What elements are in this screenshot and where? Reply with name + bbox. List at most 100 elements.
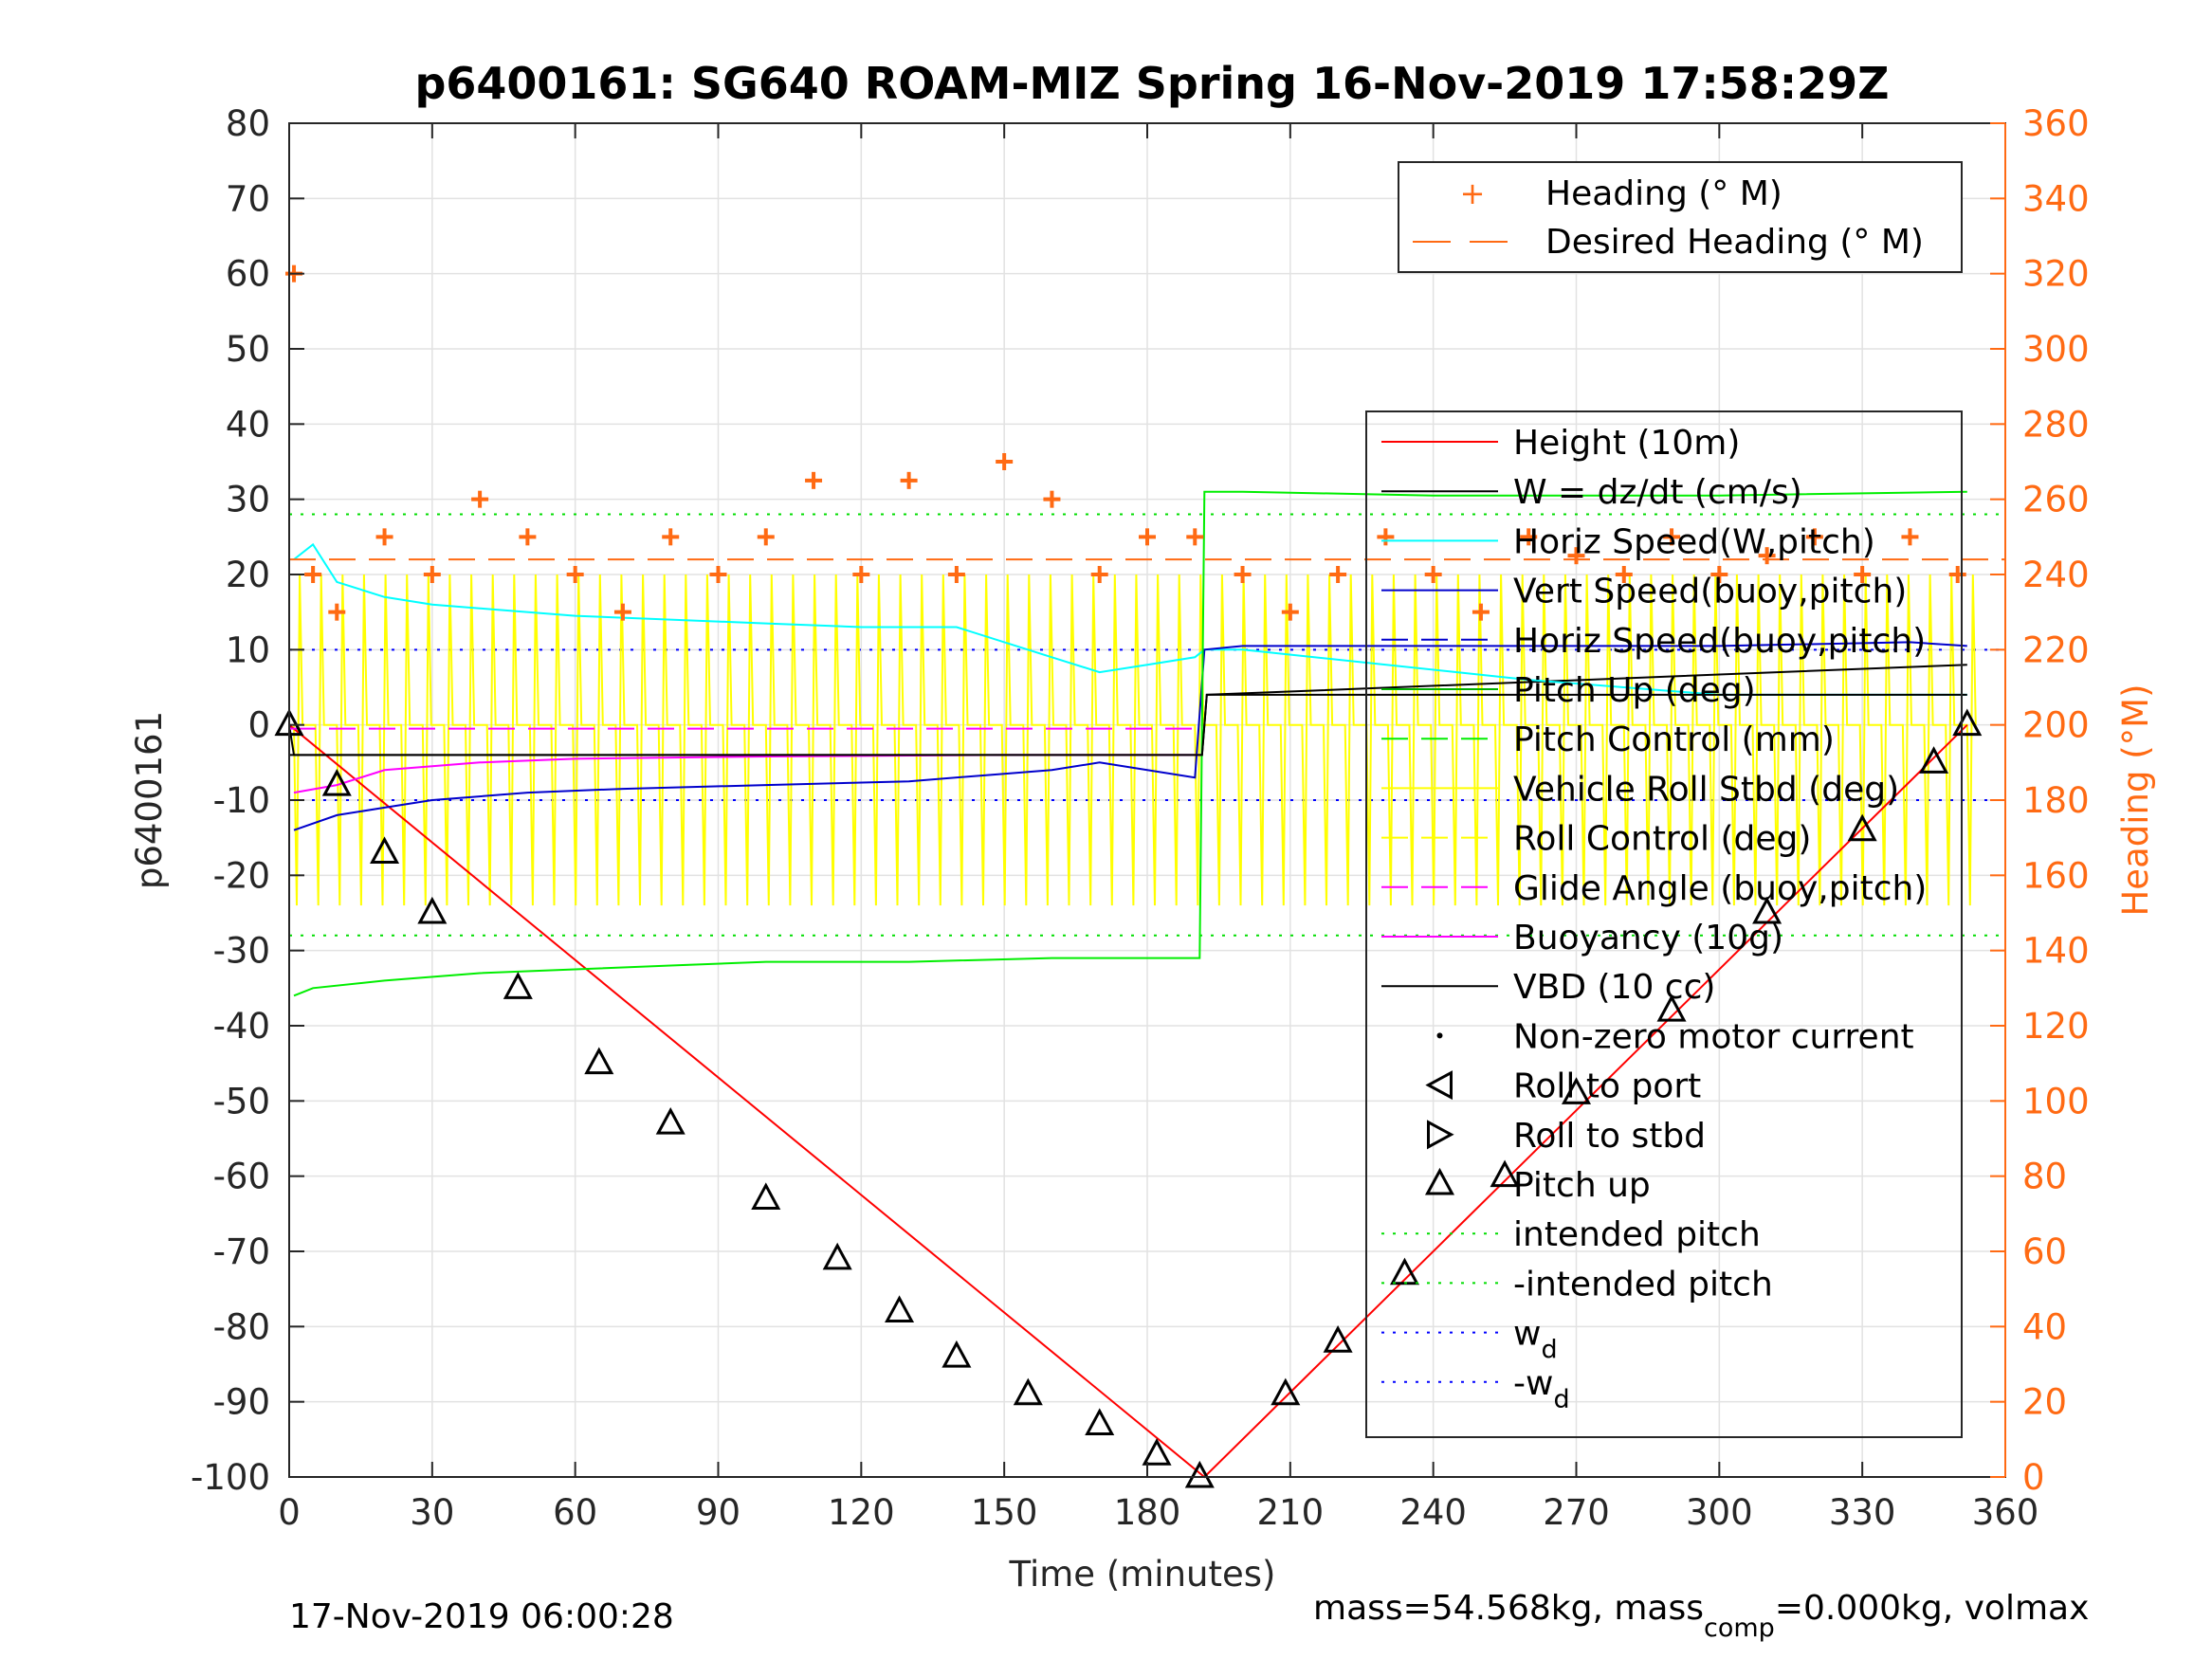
y2-axis-label: Heading (°M): [2115, 684, 2156, 916]
legend-entry-buoyancy-10g: Buoyancy (10g): [1381, 919, 1783, 957]
y-tick-label: -70: [213, 1231, 270, 1272]
y2-tick-label: 280: [2022, 404, 2090, 445]
legend-label: Pitch Up (deg): [1513, 671, 1756, 710]
series-horiz-speed-w-pitch: [293, 542, 1967, 696]
legend-label: Vert Speed(buoy,pitch): [1513, 573, 1907, 611]
y-tick-label: -100: [191, 1457, 270, 1498]
y2-tick-label: 140: [2022, 931, 2090, 972]
y2-tick-label: 200: [2022, 705, 2090, 746]
y-tick-label: 30: [226, 480, 270, 520]
pitch-up-marker: [1752, 896, 1782, 924]
y-tick-label: -50: [213, 1081, 270, 1121]
pitch-up-marker: [370, 836, 400, 865]
heading-point: [1758, 547, 1776, 565]
legend-entry-horiz-speed-buoy-pitch: Horiz Speed(buoy,pitch): [1381, 622, 1926, 661]
legend-label-base: -w: [1513, 1364, 1553, 1403]
roll-port-icon: [1425, 1070, 1453, 1101]
pitch-up-marker: [417, 896, 448, 924]
legend-entry-w: wd: [1381, 1315, 1558, 1365]
legend-label: Pitch Control (mm): [1513, 720, 1835, 759]
pitch-up-marker: [1323, 1325, 1353, 1353]
pitch-up-marker: [1271, 1377, 1301, 1406]
y2-tick-label: 240: [2022, 555, 2090, 595]
pitch-up-marker: [321, 768, 352, 796]
y2-tick-label: 360: [2022, 103, 2090, 144]
legend-entry-vert-speed-buoy-pitch: Vert Speed(buoy,pitch): [1381, 573, 1907, 611]
heading-point: [1234, 566, 1252, 583]
legend-label: -wd: [1513, 1364, 1570, 1414]
heading-point: [1948, 566, 1966, 583]
y2-tick-label: 20: [2022, 1382, 2067, 1423]
legend-label: Pitch up: [1513, 1166, 1651, 1205]
y2-tick-label: 120: [2022, 1006, 2090, 1047]
y2-tick-label: 340: [2022, 178, 2090, 219]
heading-point: [1805, 528, 1823, 546]
y2-tick-label: 160: [2022, 855, 2090, 896]
heading-point: [1520, 528, 1538, 546]
legend-label: Roll to stbd: [1513, 1117, 1706, 1156]
legend-entry-pitch-up-deg: Pitch Up (deg): [1381, 671, 1756, 710]
pitch-up-marker: [655, 1106, 686, 1135]
x-axis-label: Time (minutes): [1009, 1554, 1276, 1595]
pitch-up-marker: [584, 1047, 614, 1075]
legend-entry-pitch-up: Pitch up: [1424, 1166, 1651, 1205]
heading-point: [1043, 490, 1061, 508]
x-tick-label: 300: [1686, 1492, 1753, 1533]
x-tick-label: 60: [553, 1492, 597, 1533]
footer-timestamp: 17-Nov-2019 06:00:28: [289, 1597, 674, 1636]
legend-entry-horiz-speed-w-pitch: Horiz Speed(W,pitch): [1381, 522, 1875, 561]
x-tick-label: 270: [1543, 1492, 1610, 1533]
legend-label: Non-zero motor current: [1513, 1017, 1914, 1056]
y2-tick-label: 180: [2022, 780, 2090, 821]
legend-label-base: w: [1513, 1315, 1541, 1354]
y2-tick-label: 320: [2022, 254, 2090, 295]
pitch-up-marker: [1561, 1077, 1592, 1104]
y2-tick-label: 300: [2022, 329, 2090, 370]
main-legend-box: [1365, 410, 1963, 1438]
heading-legend-box: [1398, 161, 1963, 273]
x-tick-label: 240: [1399, 1492, 1467, 1533]
heading-point: [1567, 547, 1585, 565]
x-tick-label: 210: [1257, 1492, 1325, 1533]
y-tick-label: 20: [226, 555, 270, 595]
y2-tick-label: 60: [2022, 1231, 2067, 1272]
x-tick-label: 150: [971, 1492, 1038, 1533]
heading-point: [709, 566, 727, 583]
legend-entry-roll-control-deg: Roll Control (deg): [1381, 820, 1811, 859]
legend-entry-intended-pitch: intended pitch: [1381, 1215, 1761, 1254]
pitch-up-marker: [822, 1242, 852, 1270]
legend-label: Buoyancy (10g): [1513, 919, 1783, 957]
legend-entry-w-dz-dt-cm-s: W = dz/dt (cm/s): [1381, 473, 1802, 512]
legend-label: Vehicle Roll Stbd (deg): [1513, 770, 1899, 809]
roll-stbd-icon: [1427, 1120, 1454, 1150]
legend-entry-w: -wd: [1381, 1364, 1570, 1414]
y-axis-label: p6400161: [129, 711, 170, 889]
footer-mass-info: mass=54.568kg, masscomp=0.000kg, volmax: [1313, 1589, 2089, 1643]
y2-tick-label: 220: [2022, 629, 2090, 670]
heading-point: [328, 603, 346, 621]
legend-label: Glide Angle (buoy,pitch): [1513, 869, 1927, 908]
heading-point: [900, 471, 918, 489]
y-tick-label: 50: [226, 329, 270, 370]
heading-point: [662, 528, 680, 546]
heading-point: [757, 528, 775, 546]
heading-point: [996, 453, 1014, 470]
heading-point: [471, 490, 489, 508]
heading-point: [423, 566, 441, 583]
heading-point: [1901, 528, 1919, 546]
y-tick-label: -30: [213, 931, 270, 972]
heading-point: [1424, 566, 1442, 583]
legend-entry-glide-angle-buoy-pitch: Glide Angle (buoy,pitch): [1381, 869, 1927, 908]
x-tick-label: 0: [278, 1492, 301, 1533]
heading-point: [947, 566, 965, 583]
y-tick-label: 0: [247, 705, 270, 746]
y-tick-label: 60: [226, 254, 270, 295]
x-tick-label: 360: [1972, 1492, 2039, 1533]
y2-tick-label: 260: [2022, 480, 2090, 520]
chart-title: p6400161: SG640 ROAM-MIZ Spring 16-Nov-2…: [414, 58, 1889, 109]
legend-entry-non-zero-motor-current: Non-zero motor current: [1436, 1017, 1914, 1056]
heading-point: [1329, 566, 1347, 583]
legend-entry-roll-to-port: Roll to port: [1425, 1067, 1701, 1106]
legend-entry-pitch-control-mm: Pitch Control (mm): [1381, 720, 1835, 759]
y2-tick-label: 80: [2022, 1157, 2067, 1197]
